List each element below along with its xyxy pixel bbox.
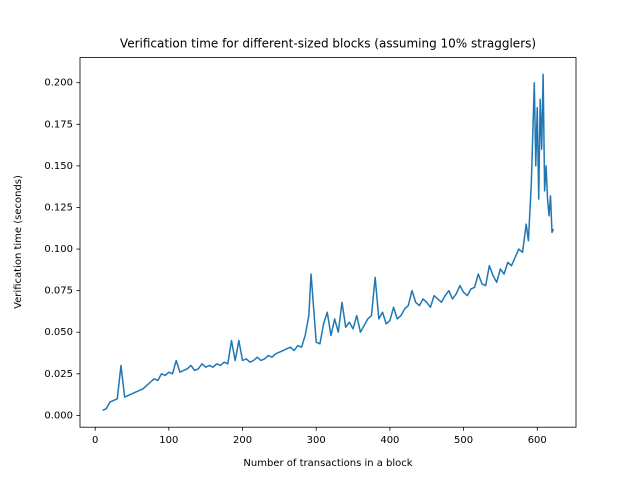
y-tick-label: 0.200 <box>44 78 73 89</box>
y-axis-label: Verification time (seconds) <box>13 175 24 309</box>
chart-title: Verification time for different-sized bl… <box>120 37 536 51</box>
y-tick-label: 0.175 <box>44 119 73 130</box>
x-tick-label: 500 <box>454 435 473 446</box>
data-line <box>102 73 555 412</box>
y-tick-label: 0.000 <box>44 410 73 421</box>
y-tick-label: 0.125 <box>44 202 73 213</box>
x-tick-label: 400 <box>380 435 399 446</box>
x-tick-label: 600 <box>528 435 547 446</box>
plot-frame <box>79 57 577 428</box>
y-tick-label: 0.100 <box>44 244 73 255</box>
y-tick-label: 0.150 <box>44 161 73 172</box>
y-tick-label: 0.050 <box>44 327 73 338</box>
x-axis-label: Number of transactions in a block <box>243 458 412 469</box>
x-tick-label: 100 <box>159 435 178 446</box>
y-tick-label: 0.025 <box>44 369 73 380</box>
x-tick-label: 0 <box>92 435 98 446</box>
x-tick-label: 300 <box>307 435 326 446</box>
x-tick-label: 200 <box>233 435 252 446</box>
y-tick-label: 0.075 <box>44 286 73 297</box>
